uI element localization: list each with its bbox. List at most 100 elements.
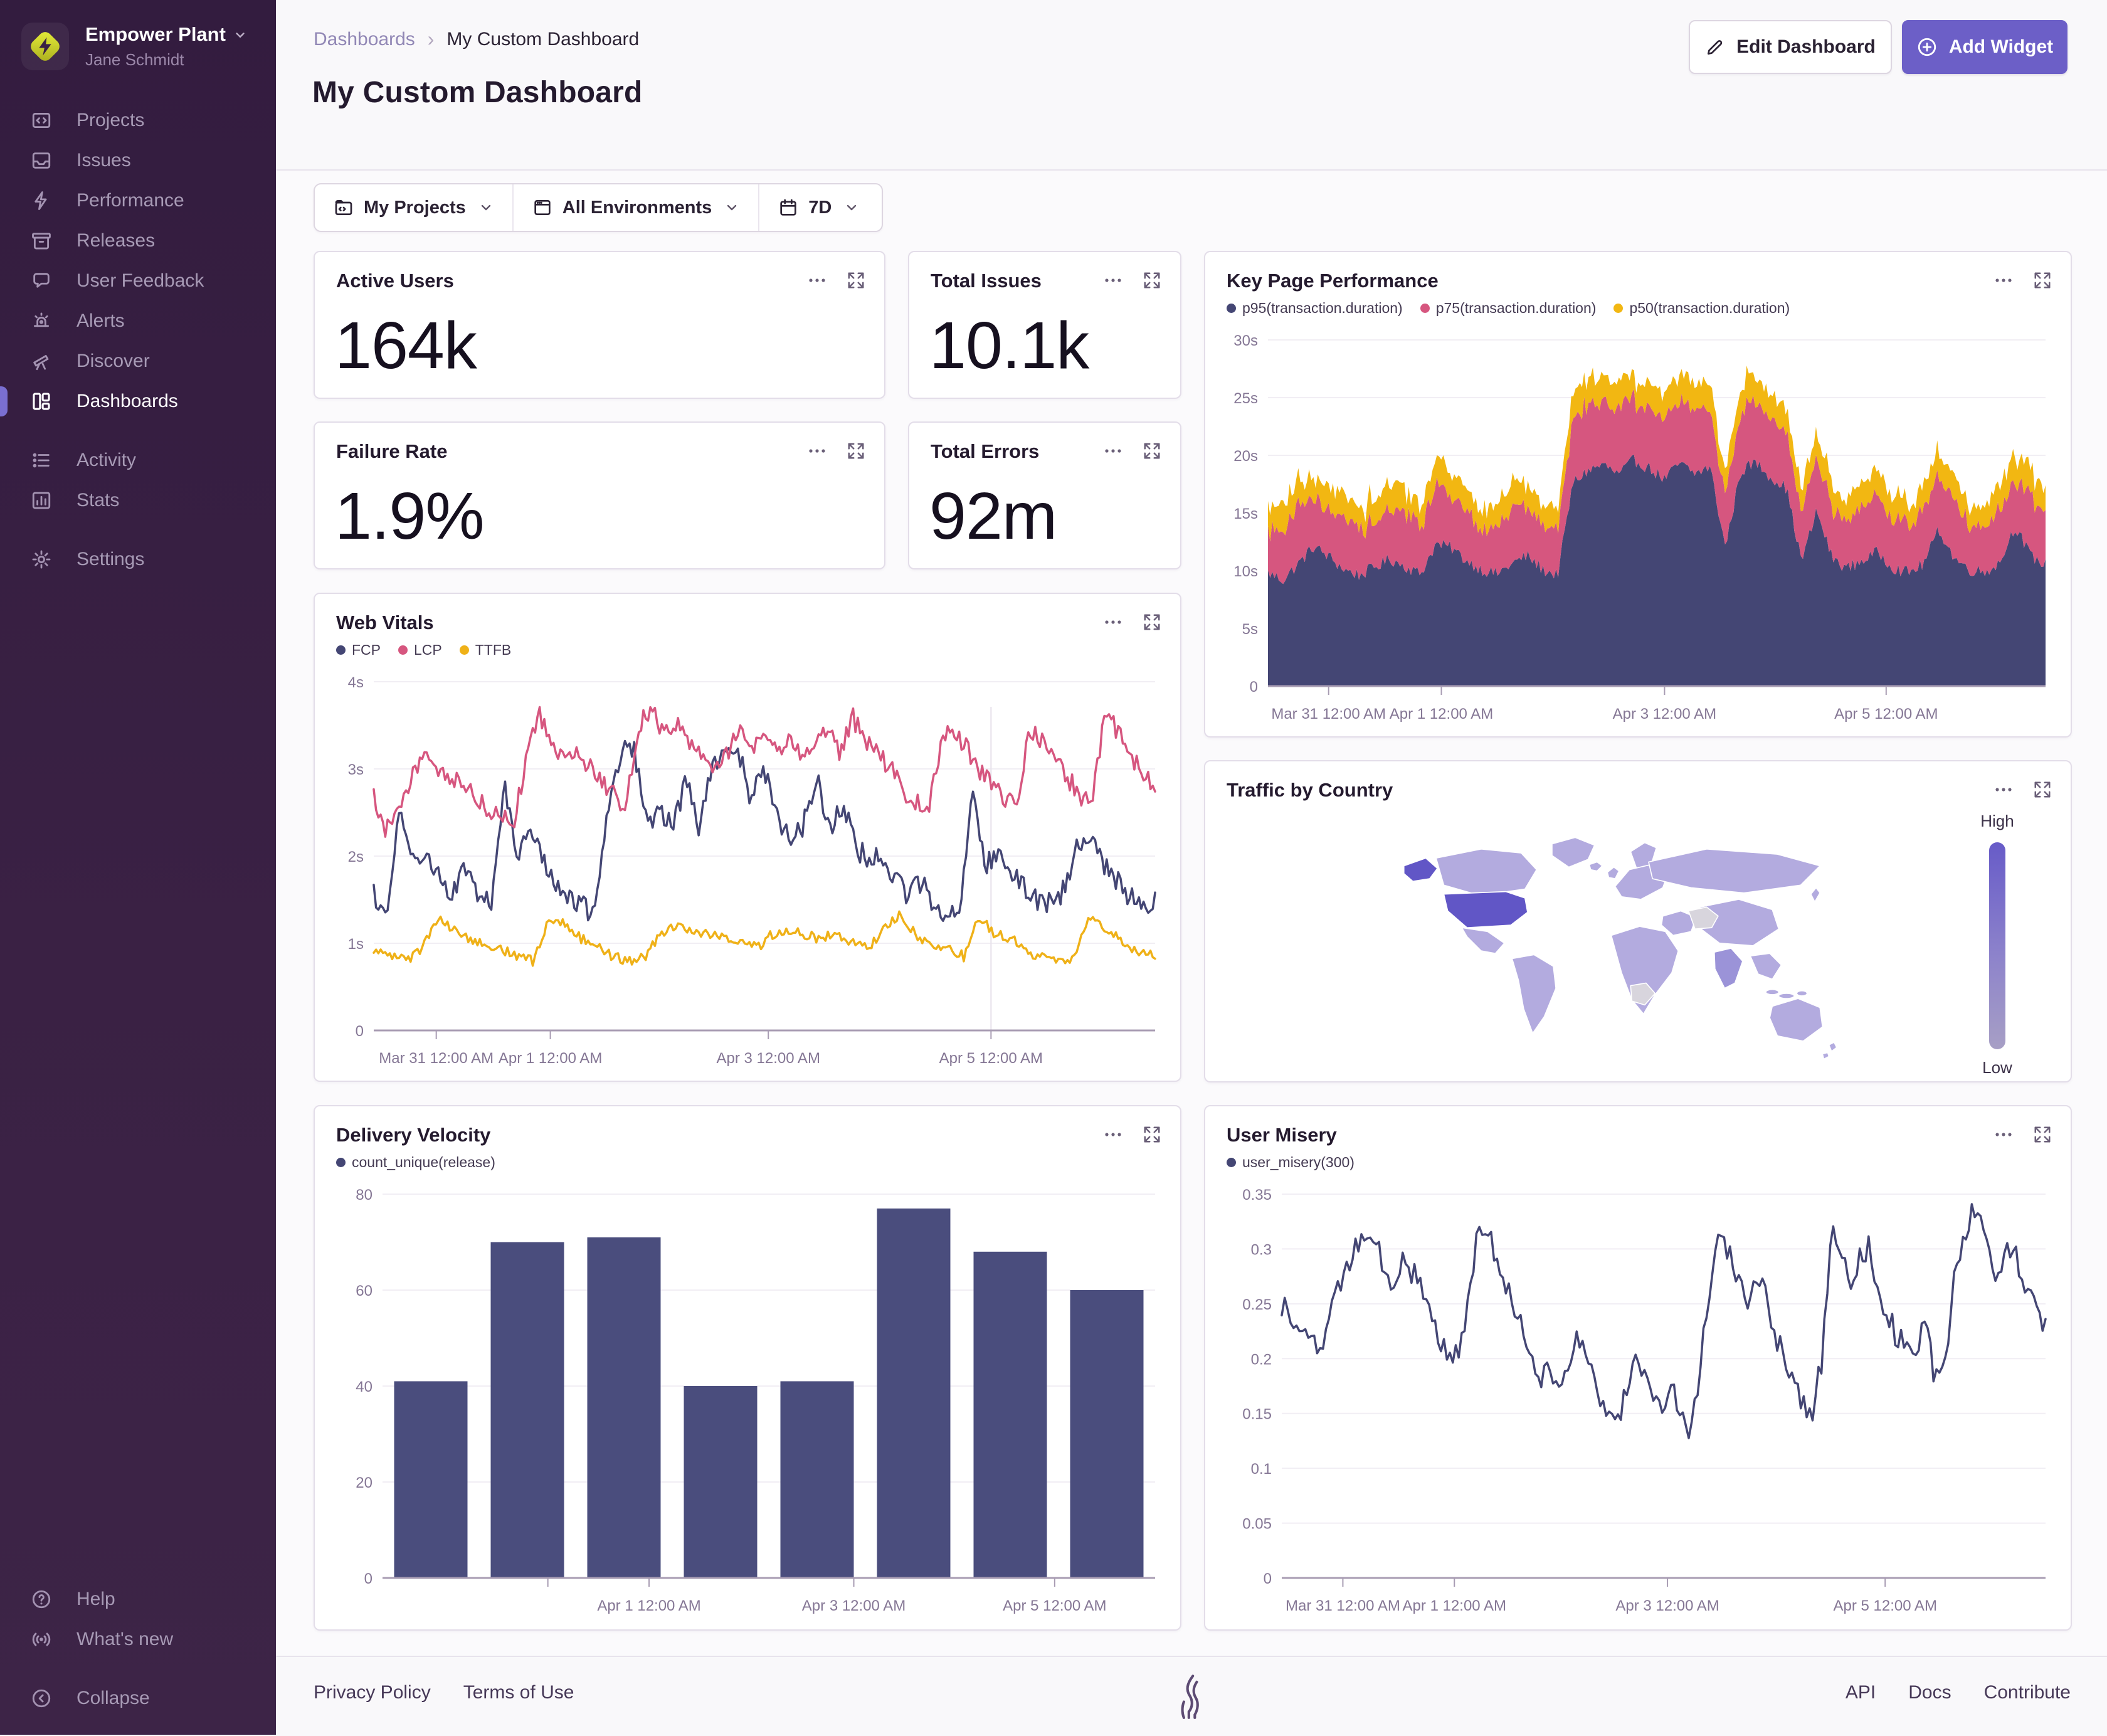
- svg-text:0: 0: [356, 1023, 364, 1040]
- widget-menu-icon[interactable]: [1102, 271, 1124, 290]
- svg-text:0.05: 0.05: [1242, 1516, 1272, 1533]
- add-widget-label: Add Widget: [1948, 36, 2054, 57]
- legend-label: p50(transaction.duration): [1629, 300, 1790, 316]
- svg-text:20s: 20s: [1233, 448, 1258, 465]
- widget-expand-icon[interactable]: [2033, 780, 2052, 799]
- widget-menu-icon[interactable]: [806, 271, 828, 290]
- sidebar-item-dashboards[interactable]: Dashboards: [0, 381, 276, 421]
- sidebar-item-user-feedback[interactable]: User Feedback: [0, 261, 276, 301]
- sidebar-item-whats-new[interactable]: What's new: [0, 1619, 276, 1659]
- country-south-america: [1511, 954, 1556, 1034]
- org-avatar-icon: [31, 32, 60, 61]
- sidebar-item-help[interactable]: Help: [0, 1579, 276, 1619]
- legend-item[interactable]: p95(transaction.duration): [1227, 300, 1403, 317]
- environment-filter[interactable]: All Environments: [512, 184, 759, 231]
- widget-title: Active Users: [336, 270, 454, 292]
- sidebar-item-projects[interactable]: Projects: [0, 100, 276, 140]
- widget-menu-icon[interactable]: [1993, 780, 2014, 799]
- privacy-policy-link[interactable]: Privacy Policy: [314, 1682, 431, 1703]
- svg-text:Apr 3 12:00 AM: Apr 3 12:00 AM: [1615, 1597, 1719, 1614]
- widget-title: Traffic by Country: [1227, 779, 1393, 801]
- widget-expand-icon[interactable]: [847, 442, 865, 460]
- terms-of-use-link[interactable]: Terms of Use: [463, 1682, 574, 1703]
- svg-text:3s: 3s: [348, 761, 364, 778]
- widget-active-users: Active Users 164k: [314, 251, 885, 399]
- legend-item[interactable]: LCP: [398, 642, 442, 659]
- widget-expand-icon[interactable]: [1143, 442, 1161, 460]
- stats-icon: [30, 489, 53, 512]
- legend-item[interactable]: count_unique(release): [336, 1154, 495, 1171]
- date-range-label: 7D: [808, 197, 832, 218]
- sidebar-item-settings[interactable]: Settings: [0, 539, 276, 580]
- chevron-down-icon: [724, 200, 739, 215]
- widget-menu-icon[interactable]: [1102, 1125, 1124, 1144]
- widget-menu-icon[interactable]: [1102, 613, 1124, 632]
- widget-menu-icon[interactable]: [1993, 271, 2014, 290]
- legend-item[interactable]: FCP: [336, 642, 381, 659]
- widget-expand-icon[interactable]: [2033, 1125, 2052, 1144]
- sidebar-item-releases[interactable]: Releases: [0, 221, 276, 261]
- user-feedback-icon: [30, 270, 53, 292]
- svg-text:10s: 10s: [1233, 563, 1258, 580]
- user-misery-chart: 0.35 0.3 0.25 0.2 0.15 0.1 0.05 0 Mar 31 12:00 A…: [1224, 1184, 2054, 1619]
- activity-icon: [30, 449, 53, 472]
- pencil-icon: [1708, 40, 1723, 55]
- sidebar: Empower Plant Jane Schmidt Projects Issu…: [0, 0, 276, 1735]
- svg-text:60: 60: [356, 1283, 372, 1299]
- sidebar-item-discover[interactable]: Discover: [0, 341, 276, 381]
- svg-text:0: 0: [364, 1570, 372, 1587]
- sidebar-item-alerts[interactable]: Alerts: [0, 301, 276, 341]
- environment-filter-label: All Environments: [562, 197, 712, 218]
- country-se-asia: [1750, 953, 1782, 980]
- widget-expand-icon[interactable]: [2033, 271, 2052, 290]
- legend-item[interactable]: p50(transaction.duration): [1613, 300, 1790, 317]
- edit-dashboard-button[interactable]: Edit Dashboard: [1689, 20, 1892, 74]
- legend-item[interactable]: p75(transaction.duration): [1420, 300, 1596, 317]
- svg-text:4s: 4s: [348, 674, 364, 691]
- widget-value: 1.9%: [335, 479, 485, 553]
- widget-total-errors: Total Errors 92m: [908, 421, 1181, 569]
- date-range-filter[interactable]: 7D: [758, 184, 878, 231]
- api-link[interactable]: API: [1845, 1682, 1876, 1703]
- widget-menu-icon[interactable]: [1993, 1125, 2014, 1144]
- sidebar-item-activity[interactable]: Activity: [0, 440, 276, 480]
- svg-text:Apr 5 12:00 AM: Apr 5 12:00 AM: [939, 1050, 1043, 1067]
- web-vitals-chart: 4s 3s 2s 1s 0 Mar 31 12:00 AM Apr 1 12:00 AM Ap…: [334, 672, 1164, 1072]
- widget-menu-icon[interactable]: [806, 442, 828, 460]
- project-filter[interactable]: My Projects: [315, 184, 512, 231]
- sidebar-item-label: Performance: [77, 190, 184, 211]
- legend-item[interactable]: TTFB: [459, 642, 511, 659]
- sidebar-item-label: Help: [77, 1589, 115, 1609]
- legend-dot: [398, 645, 408, 655]
- contribute-link[interactable]: Contribute: [1983, 1682, 2071, 1703]
- sidebar-item-collapse[interactable]: Collapse: [0, 1678, 276, 1718]
- widget-expand-icon[interactable]: [847, 271, 865, 290]
- country-greenland: [1551, 837, 1595, 868]
- legend-dot: [336, 1158, 346, 1167]
- country-canada: [1435, 849, 1538, 896]
- map-legend-high: High: [1980, 812, 2014, 830]
- widget-expand-icon[interactable]: [1143, 1125, 1161, 1144]
- releases-icon: [30, 230, 53, 252]
- svg-text:0: 0: [1250, 679, 1258, 696]
- sidebar-item-stats[interactable]: Stats: [0, 480, 276, 521]
- svg-text:20: 20: [356, 1474, 372, 1491]
- svg-text:Apr 3 12:00 AM: Apr 3 12:00 AM: [802, 1597, 906, 1614]
- add-widget-button[interactable]: Add Widget: [1902, 20, 2067, 74]
- legend-item[interactable]: user_misery(300): [1227, 1154, 1354, 1171]
- country-indonesia: [1778, 993, 1795, 999]
- user-name: Jane Schmidt: [85, 50, 184, 70]
- chevron-down-icon: [478, 200, 494, 215]
- country-indonesia: [1796, 990, 1808, 997]
- org-switcher[interactable]: Empower Plant Jane Schmidt: [0, 0, 276, 77]
- widget-menu-icon[interactable]: [1102, 442, 1124, 460]
- sidebar-item-performance[interactable]: Performance: [0, 181, 276, 221]
- docs-link[interactable]: Docs: [1908, 1682, 1951, 1703]
- svg-text:25s: 25s: [1233, 390, 1258, 407]
- widget-expand-icon[interactable]: [1143, 613, 1161, 632]
- widget-expand-icon[interactable]: [1143, 271, 1161, 290]
- breadcrumb-dashboards[interactable]: Dashboards: [314, 28, 415, 50]
- svg-text:80: 80: [356, 1187, 372, 1204]
- sidebar-item-issues[interactable]: Issues: [0, 140, 276, 181]
- svg-text:Apr 3 12:00 AM: Apr 3 12:00 AM: [717, 1050, 820, 1067]
